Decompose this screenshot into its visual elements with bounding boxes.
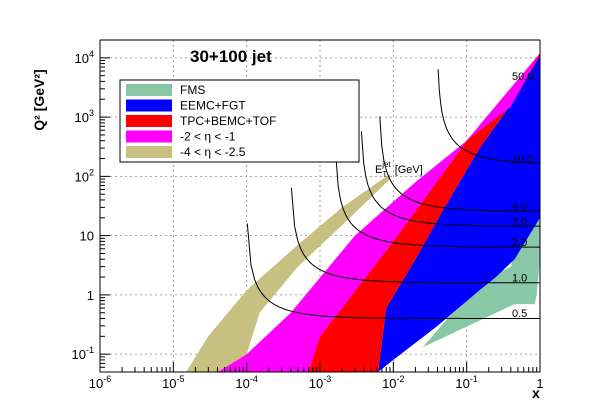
y-tick-label: 1 xyxy=(87,288,94,303)
y-tick-label: 104 xyxy=(75,49,94,66)
et-curve-label-5: 10.0 xyxy=(512,154,533,166)
series-areas xyxy=(186,53,540,372)
et-curve-label-2: 2.0 xyxy=(512,237,527,249)
et-curve-label-3: 3.0 xyxy=(512,216,527,228)
et-curve-label-6: 50.0 xyxy=(512,71,533,83)
legend-swatch-2 xyxy=(126,115,172,127)
et-label-unit: [GeV] xyxy=(395,164,423,176)
legend-label-2: TPC+BEMC+TOF xyxy=(180,114,276,128)
y-tick-label: 103 xyxy=(75,108,94,125)
x-tick-label: 10-3 xyxy=(309,374,331,391)
legend-label-3: -2 < η < -1 xyxy=(180,130,236,144)
et-curves xyxy=(246,69,540,319)
x-axis-title: x xyxy=(532,385,540,401)
et-curve-label-1: 1.0 xyxy=(512,273,527,285)
legend-swatch-1 xyxy=(126,99,172,112)
x-tick-label: 10-6 xyxy=(89,374,111,391)
axis-ticks xyxy=(99,39,541,373)
et-curve-5 xyxy=(437,69,540,164)
et-curve-2 xyxy=(335,152,540,248)
x-tick-label: 10-1 xyxy=(455,374,477,391)
series-area-2 xyxy=(297,53,540,372)
et-label-main: E xyxy=(375,164,382,176)
chart-title: 30+100 jet xyxy=(190,47,272,66)
et-curve-3 xyxy=(360,131,540,227)
series-area-0 xyxy=(422,158,540,348)
legend-label-1: EEMC+FGT xyxy=(180,99,246,113)
et-label-sub: T xyxy=(382,170,387,179)
y-tick-label: 10-1 xyxy=(72,345,94,362)
y-tick-label: 102 xyxy=(75,167,94,184)
legend-swatch-0 xyxy=(126,84,172,96)
legend-swatch-3 xyxy=(126,130,172,143)
x-tick-label: 10-2 xyxy=(382,374,404,391)
y-tick-label: 10 xyxy=(80,229,94,244)
y-axis-title: Q² [GeV²] xyxy=(31,69,47,130)
et-curve-0 xyxy=(246,223,540,319)
et-label-sup: jet xyxy=(381,160,391,169)
series-area-1 xyxy=(378,55,540,372)
et-axis-label: ETjet [GeV] xyxy=(375,160,423,179)
x-tick-label: 10-4 xyxy=(235,374,257,391)
et-curve-label-4: 4.0 xyxy=(512,201,527,213)
x-tick-label: 1 xyxy=(536,376,543,391)
et-curve-label-0: 0.5 xyxy=(512,308,527,320)
et-curve-4 xyxy=(379,116,540,212)
legend-swatch-4 xyxy=(126,146,172,158)
x-tick-label: 10-5 xyxy=(162,374,184,391)
et-curve-1 xyxy=(290,187,540,284)
series-area-4 xyxy=(186,173,390,372)
axis-tick-labels: 10-6 10-5 10-4 10-3 10-2 10-1 1 10-1 1 10 102 103 10… xyxy=(72,49,544,391)
legend-label-0: FMS xyxy=(180,83,205,97)
et-curve-labels: 0.5 1.0 2.0 3.0 4.0 10.0 50.0 xyxy=(512,71,533,320)
legend-label-4: -4 < η < -2.5 xyxy=(180,145,246,159)
